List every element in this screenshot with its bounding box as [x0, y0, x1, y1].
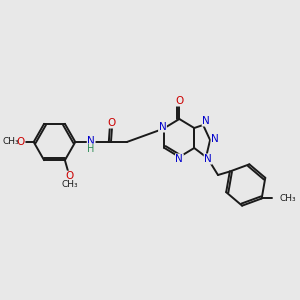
Text: O: O: [108, 118, 116, 128]
Text: N: N: [204, 154, 212, 164]
Text: O: O: [17, 137, 25, 147]
Text: N: N: [87, 136, 95, 146]
Text: H: H: [88, 144, 95, 154]
Text: N: N: [176, 154, 183, 164]
Text: N: N: [159, 122, 167, 132]
Text: N: N: [202, 116, 210, 126]
Text: CH₃: CH₃: [3, 136, 19, 146]
Text: O: O: [66, 171, 74, 181]
Text: CH₃: CH₃: [280, 194, 296, 203]
Text: N: N: [211, 134, 219, 144]
Text: O: O: [175, 96, 184, 106]
Text: CH₃: CH₃: [61, 180, 78, 189]
